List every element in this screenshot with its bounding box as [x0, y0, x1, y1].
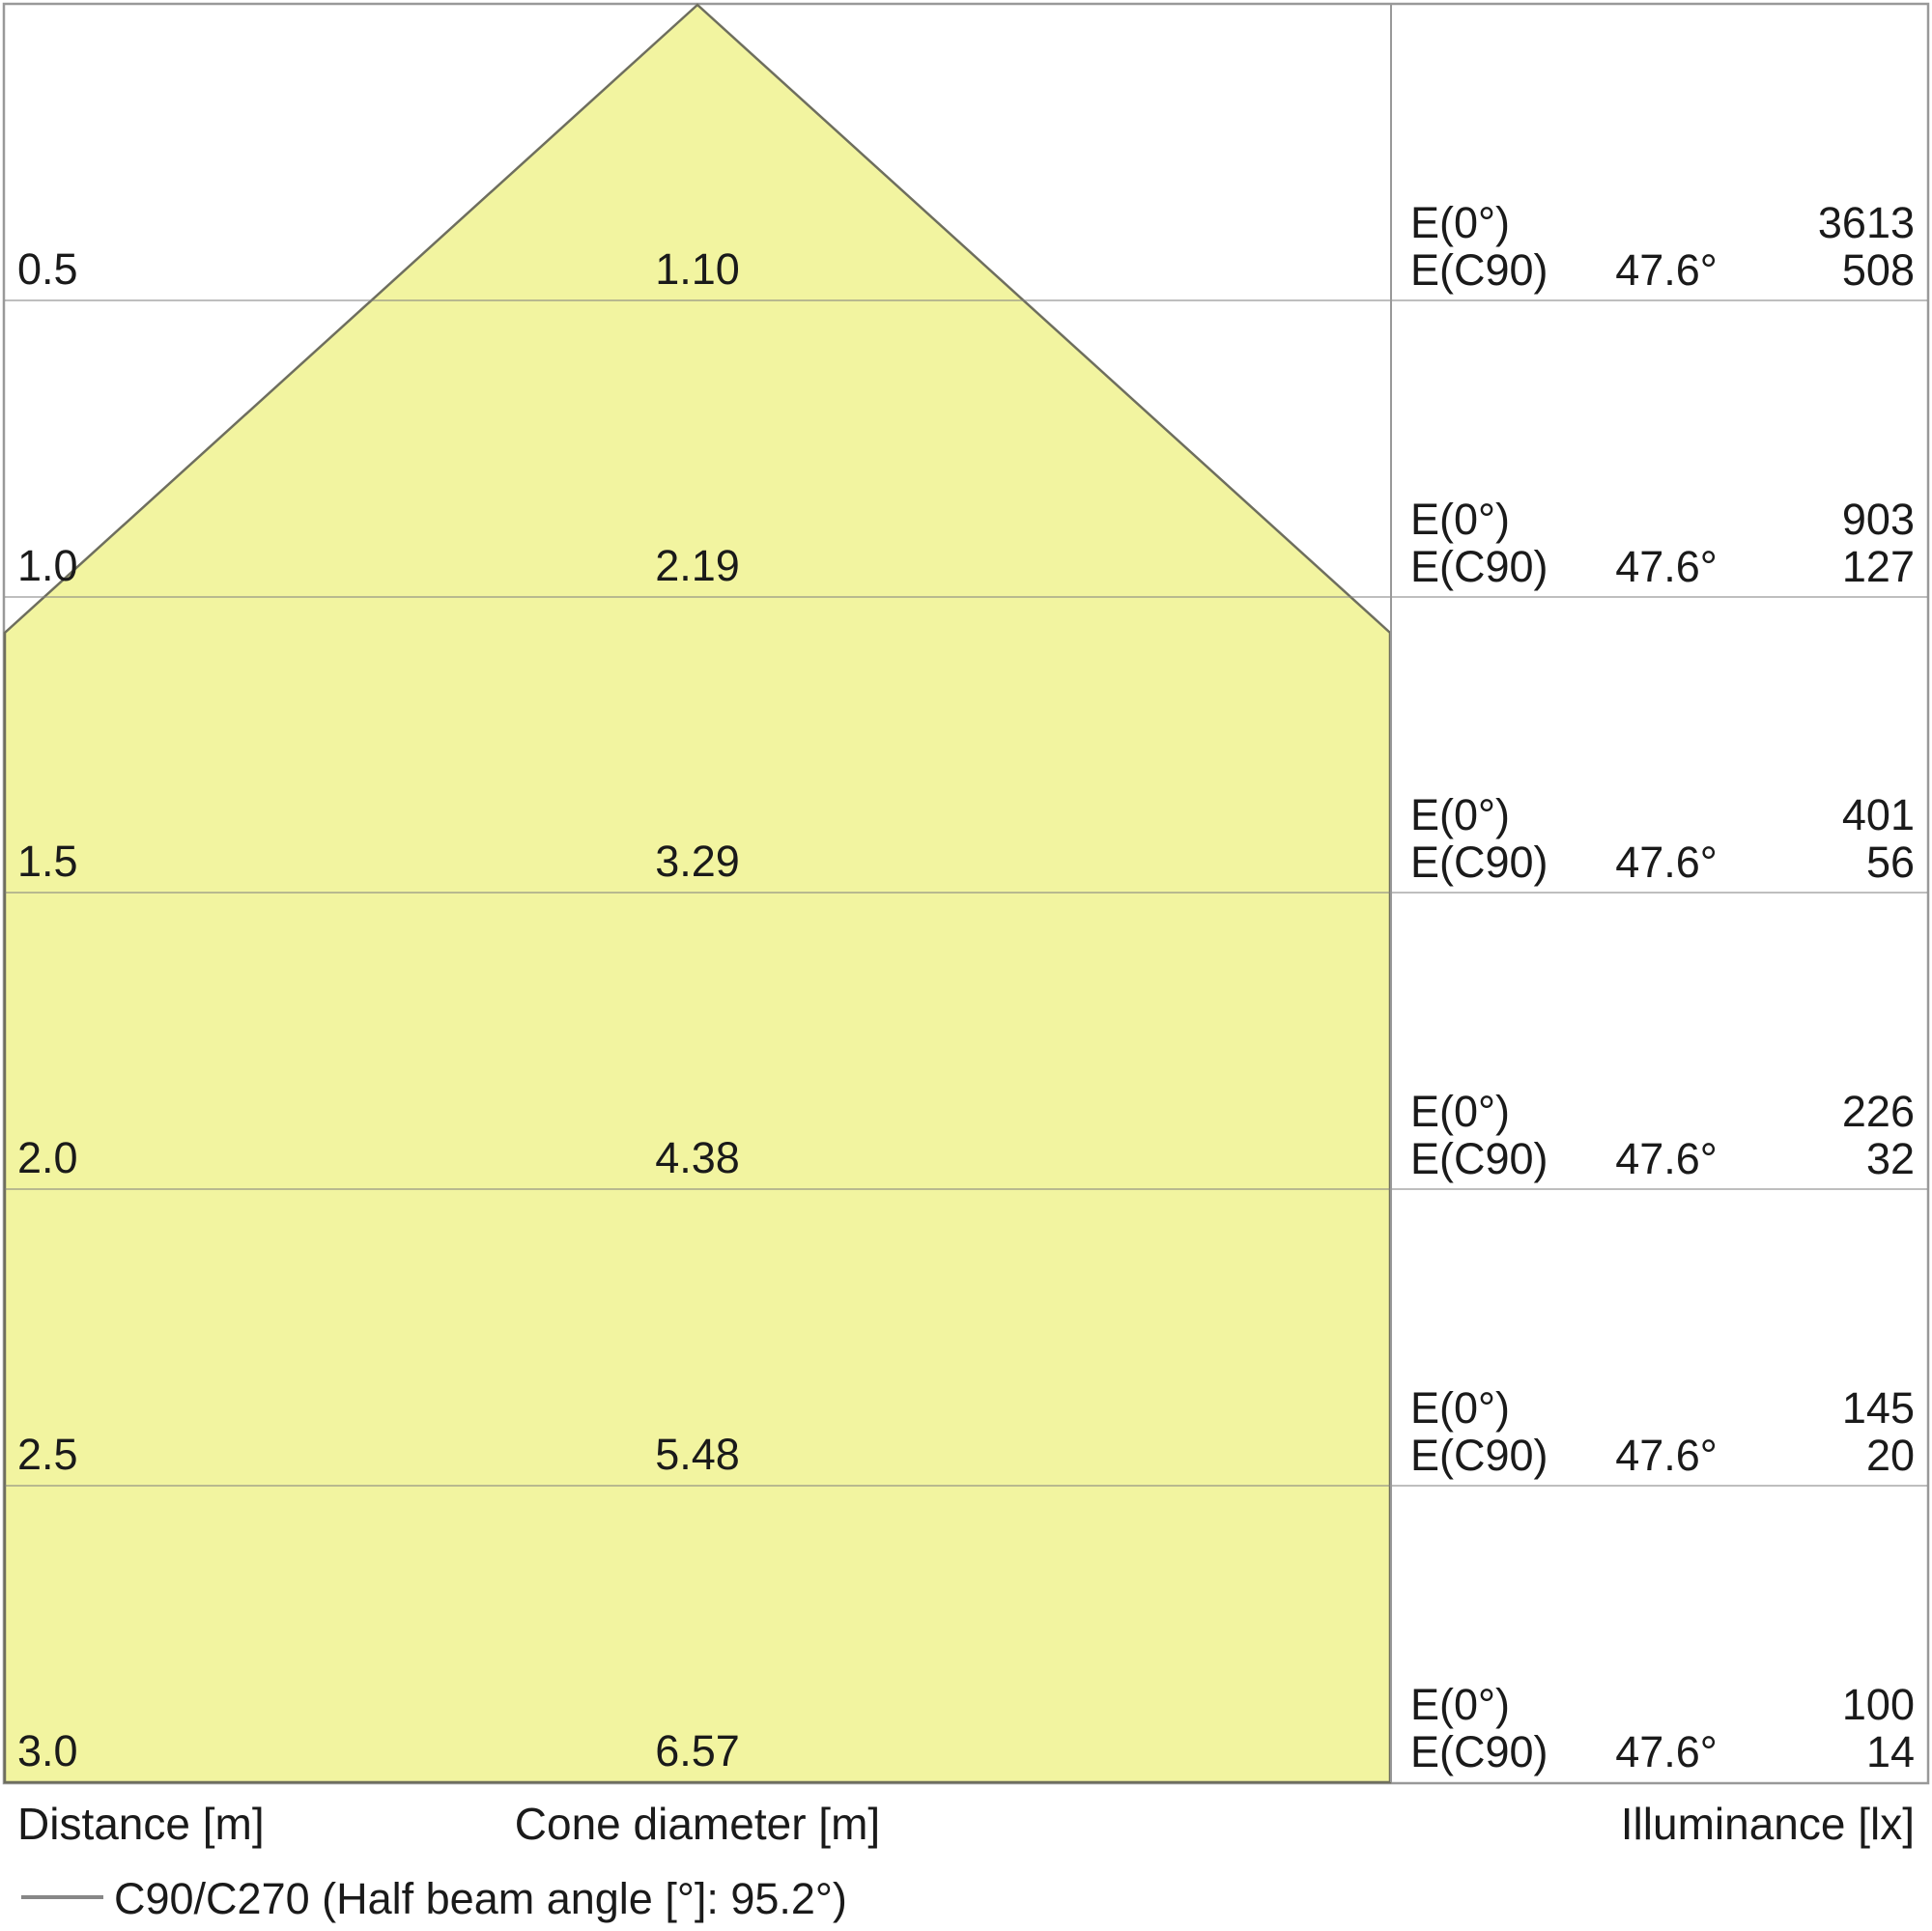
ec90-label: E(C90)	[1410, 1431, 1548, 1480]
cone-diameter-value-1-5: 3.29	[655, 837, 740, 886]
axis-label-distance: Distance [m]	[17, 1799, 265, 1849]
ec90-value: 127	[1841, 542, 1915, 591]
e0-value: 100	[1841, 1680, 1915, 1729]
ec90-angle: 47.6°	[1615, 1727, 1718, 1776]
ec90-angle: 47.6°	[1615, 1134, 1718, 1183]
e0-label: E(0°)	[1410, 790, 1511, 839]
ec90-angle: 47.6°	[1615, 1431, 1718, 1480]
e0-label: E(0°)	[1410, 1383, 1511, 1433]
distance-tick-1-5: 1.5	[17, 837, 78, 886]
e0-value: 145	[1841, 1383, 1915, 1433]
e0-label: E(0°)	[1410, 495, 1511, 544]
cone-diameter-value-2-5: 5.48	[655, 1430, 740, 1479]
illuminance-ec90-row-3-0: E(C90) 47.6° 14	[1410, 1727, 1915, 1777]
illuminance-ec90-row-2-0: E(C90) 47.6° 32	[1410, 1134, 1915, 1184]
illuminance-ec90-row-2-5: E(C90) 47.6° 20	[1410, 1431, 1915, 1481]
illuminance-e0-row-1-5: E(0°) 401	[1410, 790, 1915, 840]
axis-label-cone-diameter: Cone diameter [m]	[514, 1799, 881, 1849]
ec90-value: 20	[1865, 1431, 1915, 1480]
cone-diameter-value-3-0: 6.57	[655, 1726, 740, 1775]
e0-label: E(0°)	[1410, 198, 1511, 247]
ec90-label: E(C90)	[1410, 542, 1548, 591]
distance-tick-3-0: 3.0	[17, 1726, 78, 1775]
ec90-angle: 47.6°	[1615, 838, 1718, 887]
ec90-angle: 47.6°	[1615, 542, 1718, 591]
illuminance-e0-row-1-0: E(0°) 903	[1410, 495, 1915, 545]
ec90-value: 56	[1865, 838, 1915, 887]
e0-value: 3613	[1817, 198, 1915, 247]
legend-label: C90/C270 (Half beam angle [°]: 95.2°)	[114, 1874, 847, 1923]
illuminance-e0-row-0-5: E(0°) 3613	[1410, 198, 1915, 248]
distance-tick-1-0: 1.0	[17, 541, 78, 590]
illuminance-ec90-row-1-0: E(C90) 47.6° 127	[1410, 542, 1915, 592]
distance-tick-0-5: 0.5	[17, 244, 78, 294]
illuminance-e0-row-2-5: E(0°) 145	[1410, 1383, 1915, 1434]
ec90-value: 32	[1865, 1134, 1915, 1183]
e0-value: 903	[1841, 495, 1915, 544]
e0-label: E(0°)	[1410, 1680, 1511, 1729]
ec90-value: 508	[1841, 245, 1915, 295]
distance-tick-2-0: 2.0	[17, 1133, 78, 1182]
ec90-value: 14	[1865, 1727, 1915, 1776]
cone-chart-graphics	[2, 2, 1930, 1785]
legend-line-swatch	[21, 1895, 103, 1899]
illuminance-ec90-row-0-5: E(C90) 47.6° 508	[1410, 245, 1915, 296]
axis-label-illuminance: Illuminance [lx]	[1620, 1799, 1915, 1849]
ec90-label: E(C90)	[1410, 245, 1548, 295]
illuminance-ec90-row-1-5: E(C90) 47.6° 56	[1410, 838, 1915, 888]
ec90-label: E(C90)	[1410, 1727, 1548, 1776]
illuminance-e0-row-3-0: E(0°) 100	[1410, 1680, 1915, 1730]
e0-value: 401	[1841, 790, 1915, 839]
cone-diameter-value-0-5: 1.10	[655, 244, 740, 294]
e0-value: 226	[1841, 1087, 1915, 1136]
distance-tick-2-5: 2.5	[17, 1430, 78, 1479]
ec90-label: E(C90)	[1410, 1134, 1548, 1183]
ec90-angle: 47.6°	[1615, 245, 1718, 295]
ec90-label: E(C90)	[1410, 838, 1548, 887]
illuminance-e0-row-2-0: E(0°) 226	[1410, 1087, 1915, 1137]
cone-diameter-value-1-0: 2.19	[655, 541, 740, 590]
e0-label: E(0°)	[1410, 1087, 1511, 1136]
cone-diameter-value-2-0: 4.38	[655, 1133, 740, 1182]
